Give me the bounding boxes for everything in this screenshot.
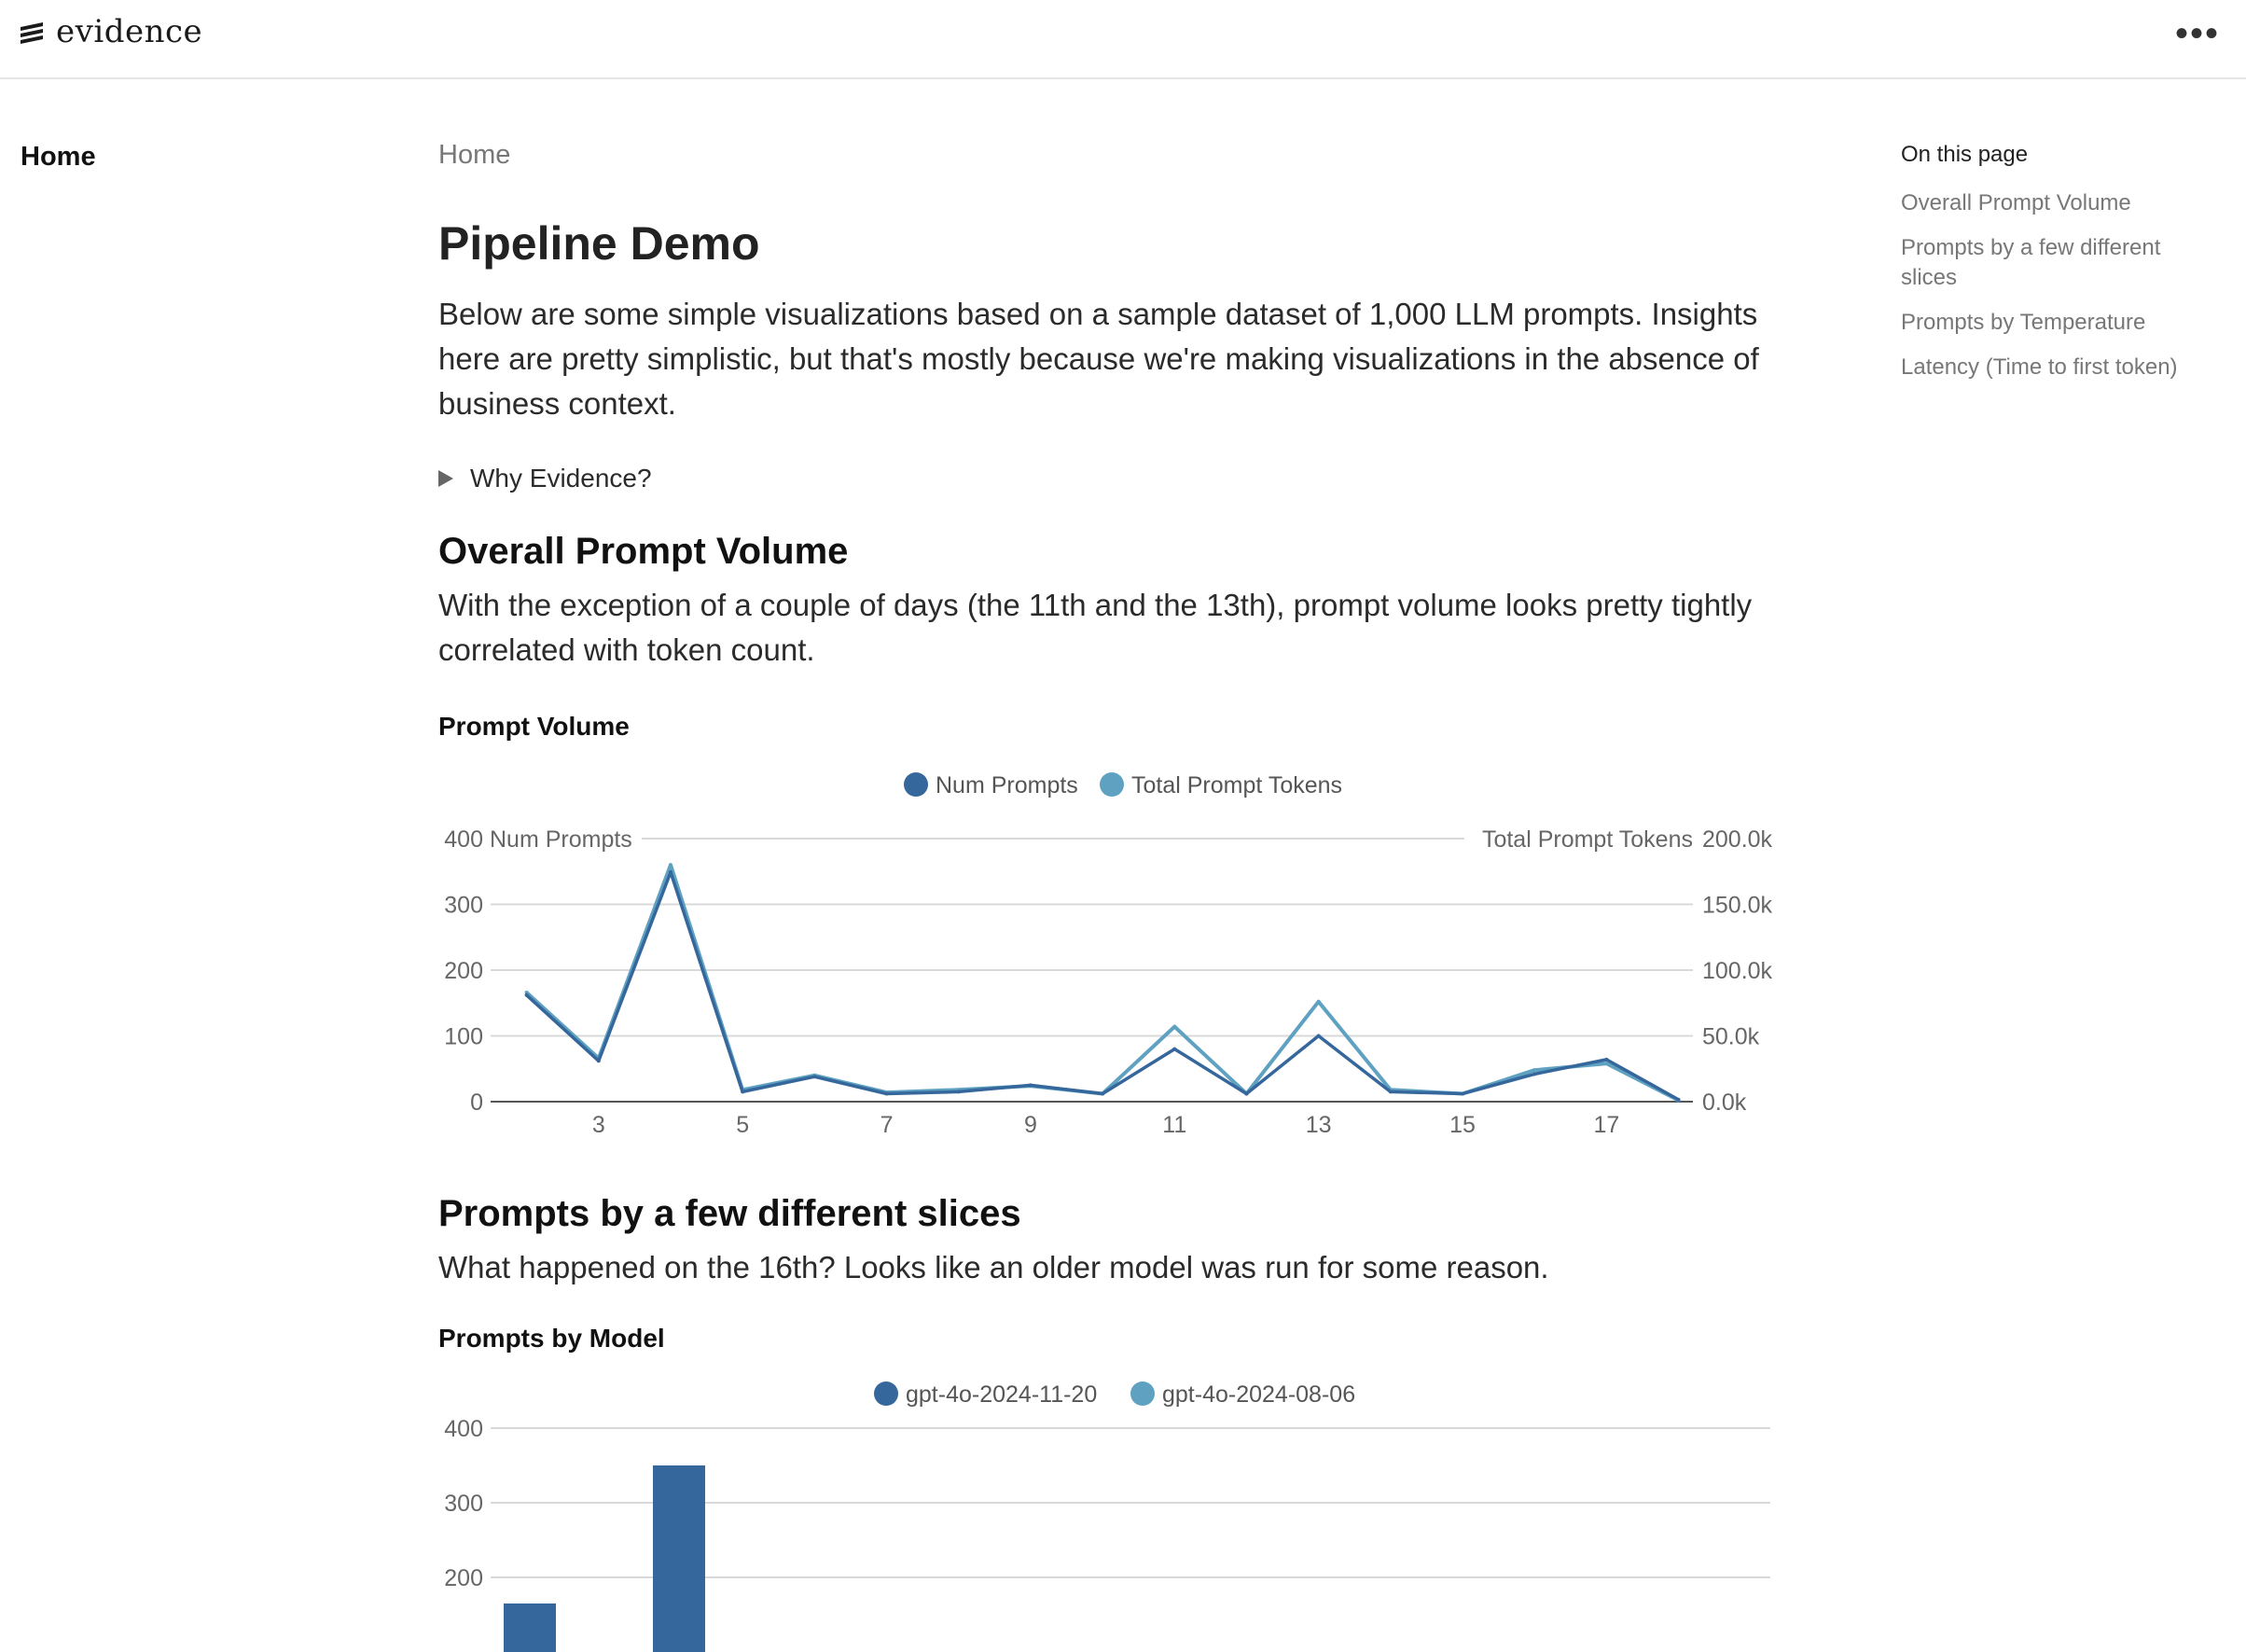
page-title: Pipeline Demo (438, 217, 760, 270)
data-point (524, 993, 529, 997)
legend-marker-0 (904, 772, 928, 797)
data-point (1532, 1068, 1537, 1073)
data-point (1388, 1090, 1393, 1094)
data-point (812, 1075, 817, 1079)
series-line-total-prompt-tokens (525, 863, 1680, 1103)
data-point (1604, 1062, 1609, 1066)
bar (504, 1603, 556, 1652)
y-tick-label: 400 (444, 826, 483, 853)
data-point (956, 1090, 961, 1094)
x-tick-label: 3 (592, 1112, 605, 1138)
y-tick-label: 300 (444, 1491, 483, 1517)
x-tick-label: 17 (1593, 1112, 1619, 1138)
breadcrumb[interactable]: Home (438, 140, 511, 170)
legend-marker-0 (874, 1381, 898, 1406)
data-point (596, 1059, 601, 1063)
y-tick-label: 200 (444, 958, 483, 984)
y-axis-title: Num Prompts (490, 826, 632, 853)
why-evidence-toggle[interactable]: Why Evidence? (438, 464, 1819, 493)
toc-item-prompts-by-temperature[interactable]: Prompts by Temperature (1901, 310, 2146, 335)
y2-axis-title: Total Prompt Tokens (1482, 826, 1693, 853)
y-tick-label: 0 (470, 1090, 483, 1116)
x-tick-label: 11 (1162, 1112, 1186, 1138)
data-point (741, 1090, 745, 1094)
y-tick-label: 200 (444, 1565, 483, 1591)
chart-title-prompt-volume: Prompt Volume (438, 712, 630, 741)
y-tick-label: 300 (444, 893, 483, 919)
data-point (1101, 1091, 1105, 1096)
disclosure-triangle-icon (438, 470, 453, 487)
data-point (1316, 1034, 1321, 1038)
data-point (1028, 1083, 1033, 1088)
chart-title-prompts-by-model: Prompts by Model (438, 1324, 665, 1353)
more-menu-icon[interactable]: ••• (2174, 13, 2220, 54)
logo[interactable]: evidence (19, 13, 202, 50)
data-point (1461, 1091, 1465, 1096)
data-point (1172, 1047, 1177, 1051)
data-point (668, 869, 672, 874)
legend-label-1: Total Prompt Tokens (1131, 772, 1342, 798)
toc-item-prompts-by-slices[interactable]: Prompts by a few different slices (1901, 235, 2161, 290)
legend-label-0: gpt-4o-2024-11-20 (906, 1381, 1097, 1408)
y2-tick-label: 100.0k (1702, 958, 1773, 984)
legend-marker-1 (1130, 1381, 1155, 1406)
toc-item-overall-prompt-volume[interactable]: Overall Prompt Volume (1901, 190, 2131, 215)
x-tick-label: 13 (1306, 1112, 1332, 1138)
prompts-by-model-chart[interactable]: gpt-4o-2024-11-20 gpt-4o-2024-08-06 200 300… (438, 1354, 1819, 1652)
main-content: Home Pipeline Demo Below are some simple… (438, 140, 1819, 1652)
data-point (1244, 1091, 1249, 1096)
x-tick-label: 5 (736, 1112, 749, 1138)
legend-marker-1 (1100, 772, 1124, 797)
bar (653, 1465, 705, 1652)
data-point (1604, 1057, 1609, 1062)
sidebar: Home (21, 142, 96, 173)
data-point (668, 863, 672, 868)
top-bar: evidence ••• (0, 0, 2246, 79)
section-text-overall-prompt-volume: With the exception of a couple of days (… (438, 588, 1753, 667)
data-point (884, 1091, 889, 1096)
data-point (524, 990, 529, 994)
app-name: evidence (56, 13, 203, 50)
sidebar-item-home[interactable]: Home (21, 142, 96, 172)
y-tick-label: 100 (444, 1024, 483, 1050)
section-text-prompts-by-slices: What happened on the 16th? Looks like an… (438, 1250, 1549, 1284)
data-point (1532, 1072, 1537, 1076)
intro-text: Below are some simple visualizations bas… (438, 297, 1759, 421)
y2-tick-label: 0.0k (1702, 1090, 1747, 1116)
x-tick-label: 7 (880, 1112, 894, 1138)
y-tick-label: 400 (444, 1416, 483, 1442)
legend-label-0: Num Prompts (936, 772, 1078, 798)
legend-label-1: gpt-4o-2024-08-06 (1162, 1381, 1355, 1408)
y2-tick-label: 150.0k (1702, 893, 1773, 919)
data-point (1676, 1097, 1681, 1102)
toc-item-latency[interactable]: Latency (Time to first token) (1901, 354, 2178, 380)
data-point (1316, 999, 1321, 1004)
prompt-volume-chart[interactable]: Num Prompts Total Prompt Tokens 0 0.0k 100 50… (438, 742, 1819, 1152)
on-this-page: On this page Overall Prompt Volume Promp… (1901, 142, 2218, 397)
y2-tick-label: 200.0k (1702, 826, 1773, 853)
x-tick-label: 15 (1449, 1112, 1476, 1138)
section-heading-prompts-by-slices: Prompts by a few different slices (438, 1193, 1021, 1234)
why-evidence-label: Why Evidence? (470, 464, 652, 493)
series-line-num-prompts (525, 870, 1680, 1102)
x-tick-label: 9 (1024, 1112, 1037, 1138)
section-heading-overall-prompt-volume: Overall Prompt Volume (438, 531, 849, 572)
toc-title: On this page (1901, 142, 2029, 167)
y2-tick-label: 50.0k (1702, 1024, 1760, 1050)
data-point (1172, 1024, 1177, 1029)
evidence-logo-icon (21, 22, 43, 44)
